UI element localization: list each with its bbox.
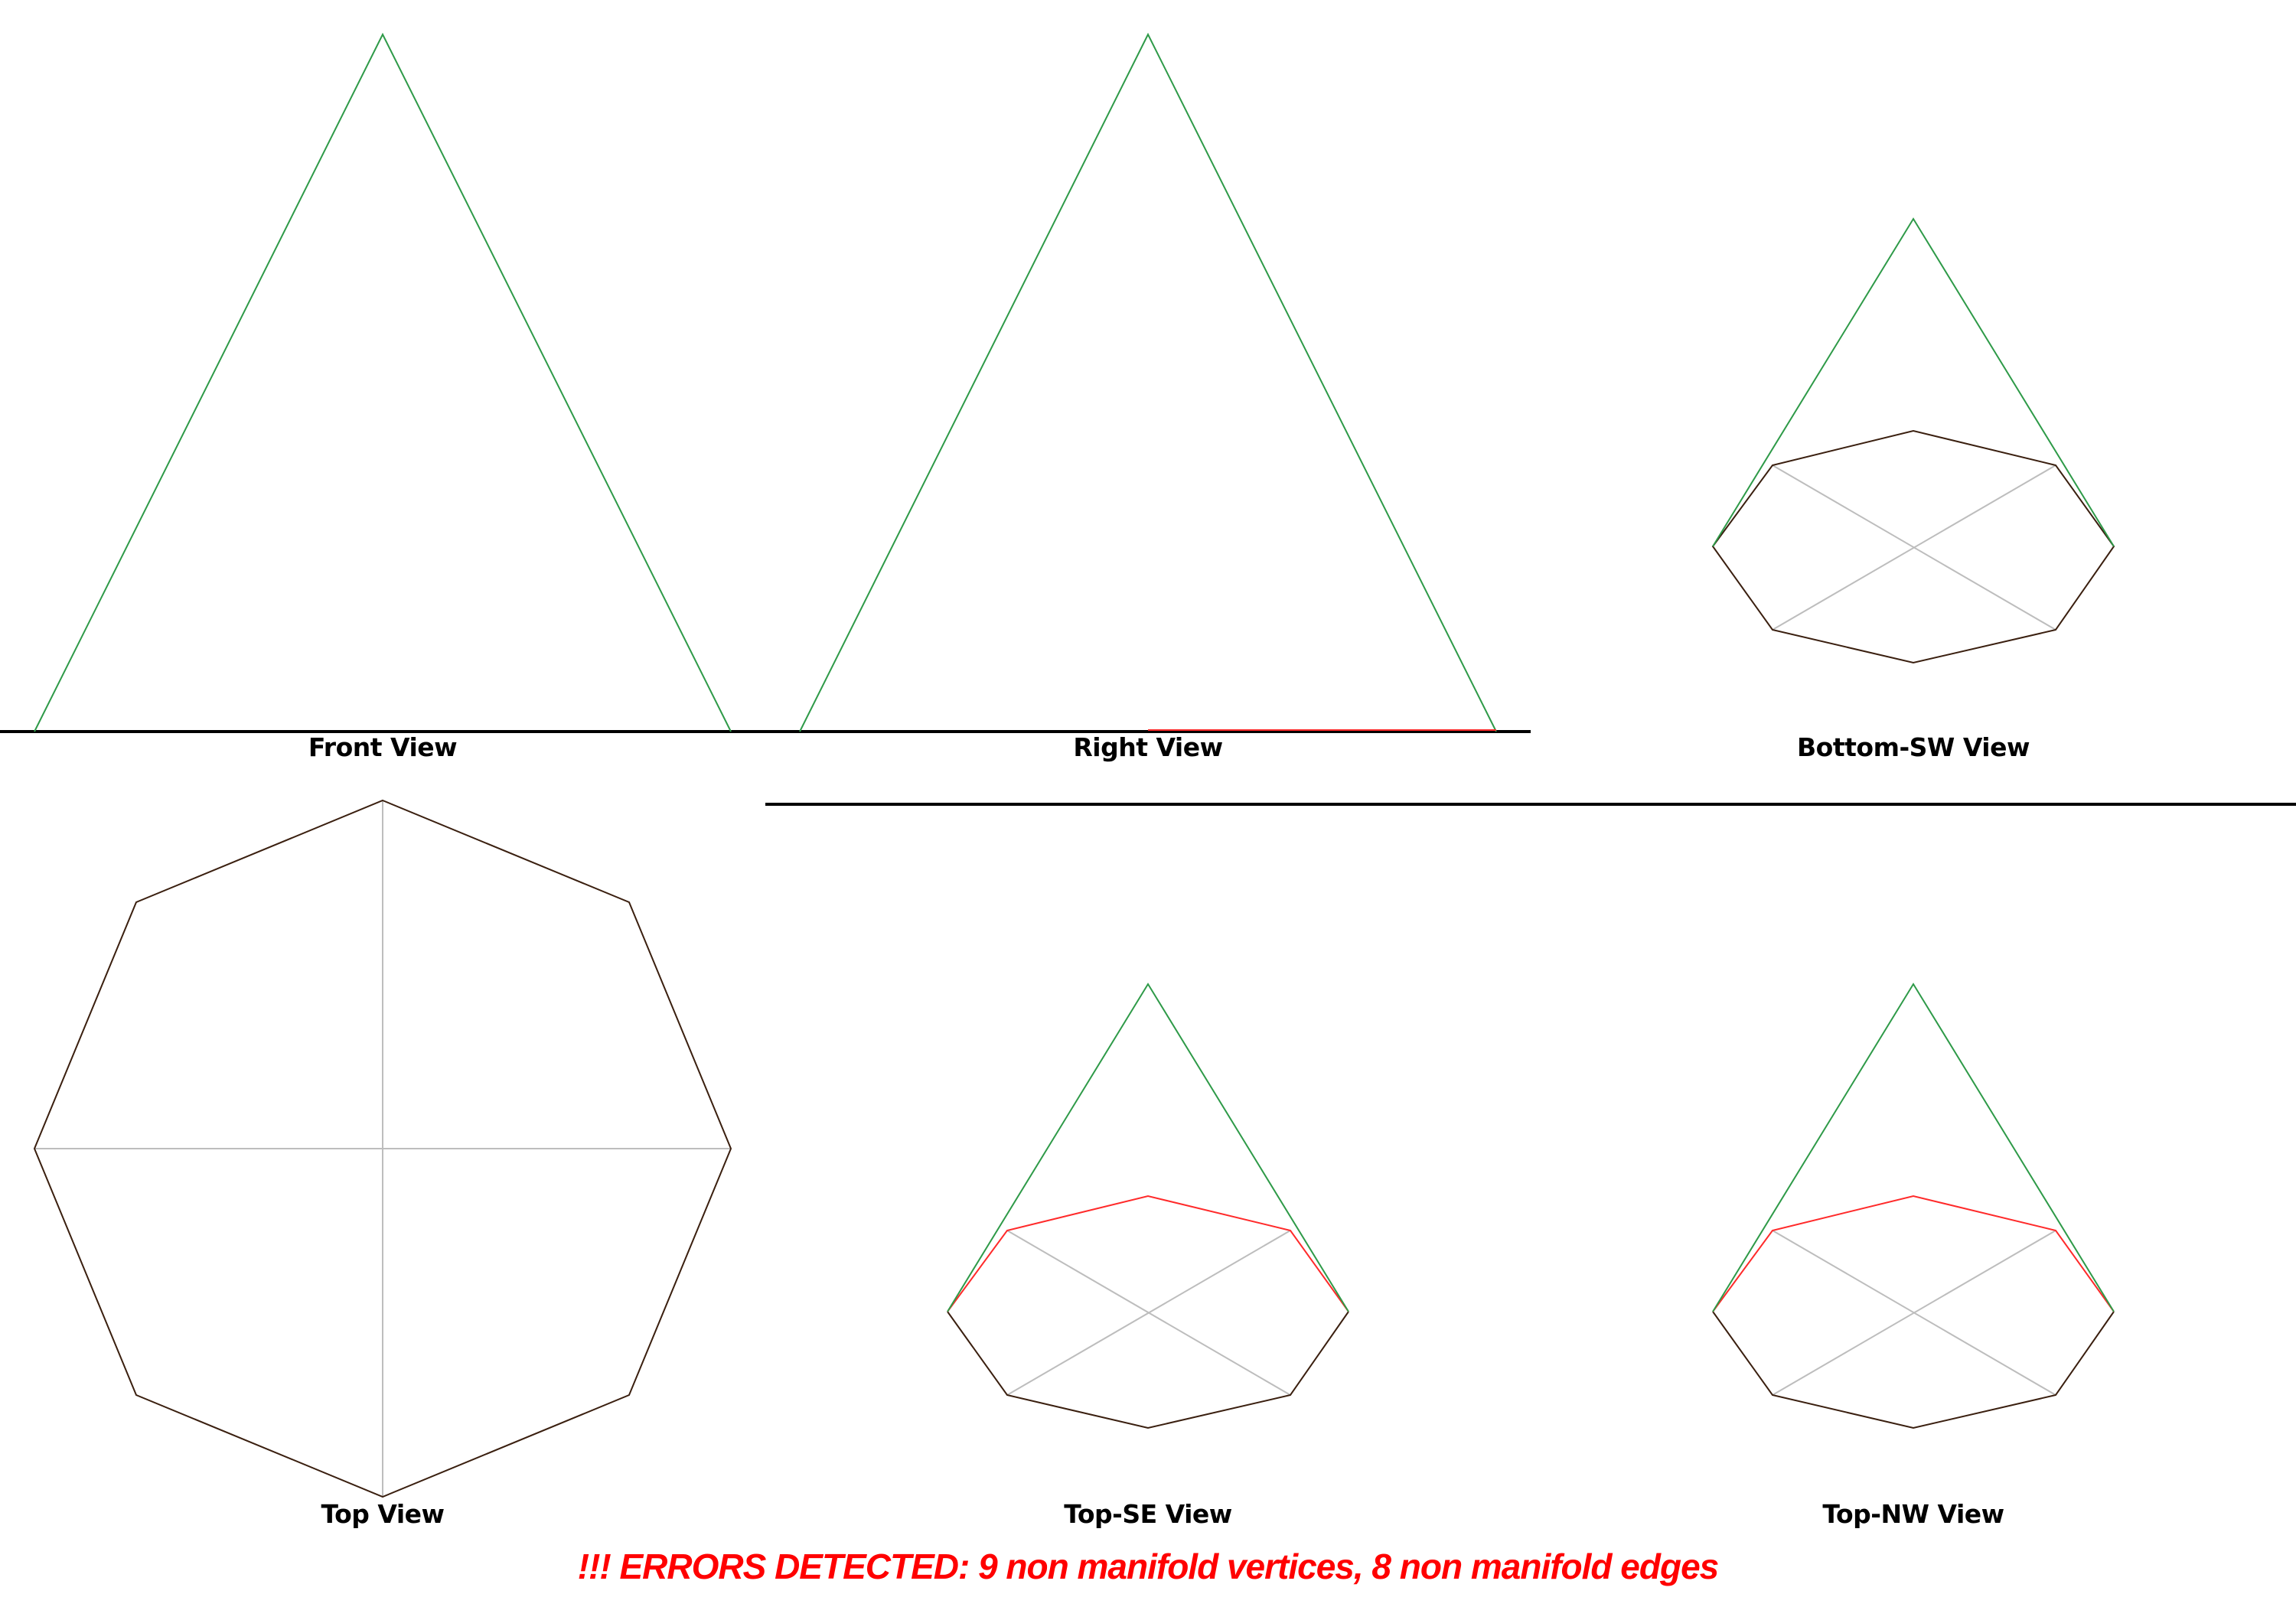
right-cone-outline: [799, 32, 1497, 732]
front-view-label: Front View: [308, 732, 457, 762]
top-nw-base-lower-edges: [1712, 1311, 2115, 1429]
bottom-sw-hidden-diagonal: [1772, 464, 2056, 631]
top-view: Top View: [33, 799, 732, 1529]
bottom-sw-view: Bottom-SW View: [1711, 217, 2115, 762]
right-view-label: Right View: [1073, 732, 1222, 762]
error-banner: !!! ERRORS DETECTED: 9 non manifold vert…: [577, 1547, 1720, 1586]
top-se-view-label: Top-SE View: [1064, 1499, 1232, 1529]
top-se-cone-slant: [947, 983, 1349, 1312]
bottom-sw-cone-slant: [1712, 217, 2115, 547]
top-se-non-manifold-edges: [947, 1195, 1349, 1312]
front-view: Front View: [34, 32, 732, 762]
top-nw-view: Top-NW View: [1712, 983, 2115, 1529]
top-nw-hidden-diagonal: [1772, 1230, 2056, 1396]
top-nw-view-label: Top-NW View: [1822, 1499, 2004, 1529]
top-se-view: Top-SE View: [947, 983, 1349, 1529]
bottom-sw-view-label: Bottom-SW View: [1797, 732, 2030, 762]
top-base-octagon: [33, 799, 732, 1498]
panel-dividers: [0, 730, 2296, 806]
top-nw-non-manifold-edges: [1712, 1195, 2115, 1312]
top-se-base-lower-edges: [947, 1311, 1349, 1429]
top-se-hidden-diagonal: [1006, 1230, 1291, 1396]
front-cone-outline: [34, 32, 732, 732]
right-view: Right View: [799, 32, 1497, 762]
top-view-label: Top View: [321, 1499, 444, 1529]
top-nw-cone-slant: [1712, 983, 2115, 1312]
